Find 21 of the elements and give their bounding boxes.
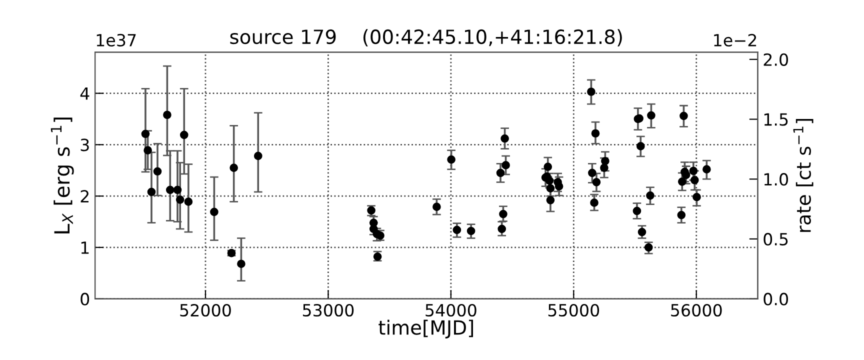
text: 1e−2 xyxy=(714,34,756,47)
y-tick-label: 0 xyxy=(80,292,90,306)
chart-title: source 179 (00:42:45.10,+41:16:21.8) xyxy=(230,29,622,46)
y-tick-label: 4 xyxy=(80,87,90,100)
x-axis-title: time[MJD] xyxy=(378,320,474,338)
text: 1e37 xyxy=(96,34,136,47)
y2-tick-label: 1.5 xyxy=(764,113,788,126)
x-tick-label: 52000 xyxy=(180,304,231,317)
y-tick-label: 1 xyxy=(81,242,89,254)
x-tick-label: 55000 xyxy=(548,304,600,317)
y2-tick-label: 0.5 xyxy=(764,232,788,246)
y-axis-title: L$_{X}$ [erg s$^{−1}$] xyxy=(50,118,74,234)
x-tick-label: 53000 xyxy=(302,304,354,317)
y2-axis-title: rate [ct s$^{−1}$] xyxy=(793,119,814,232)
x-tick-label: 56000 xyxy=(671,304,722,317)
y2-tick-label: 1.0 xyxy=(764,173,788,186)
y2-tick-label: 2.0 xyxy=(764,53,788,66)
y-tick-label: 3 xyxy=(80,138,89,152)
x-tick-label: 54000 xyxy=(426,304,476,317)
y2-tick-label: 0.0 xyxy=(764,292,788,306)
y-tick-label: 2 xyxy=(80,190,89,202)
